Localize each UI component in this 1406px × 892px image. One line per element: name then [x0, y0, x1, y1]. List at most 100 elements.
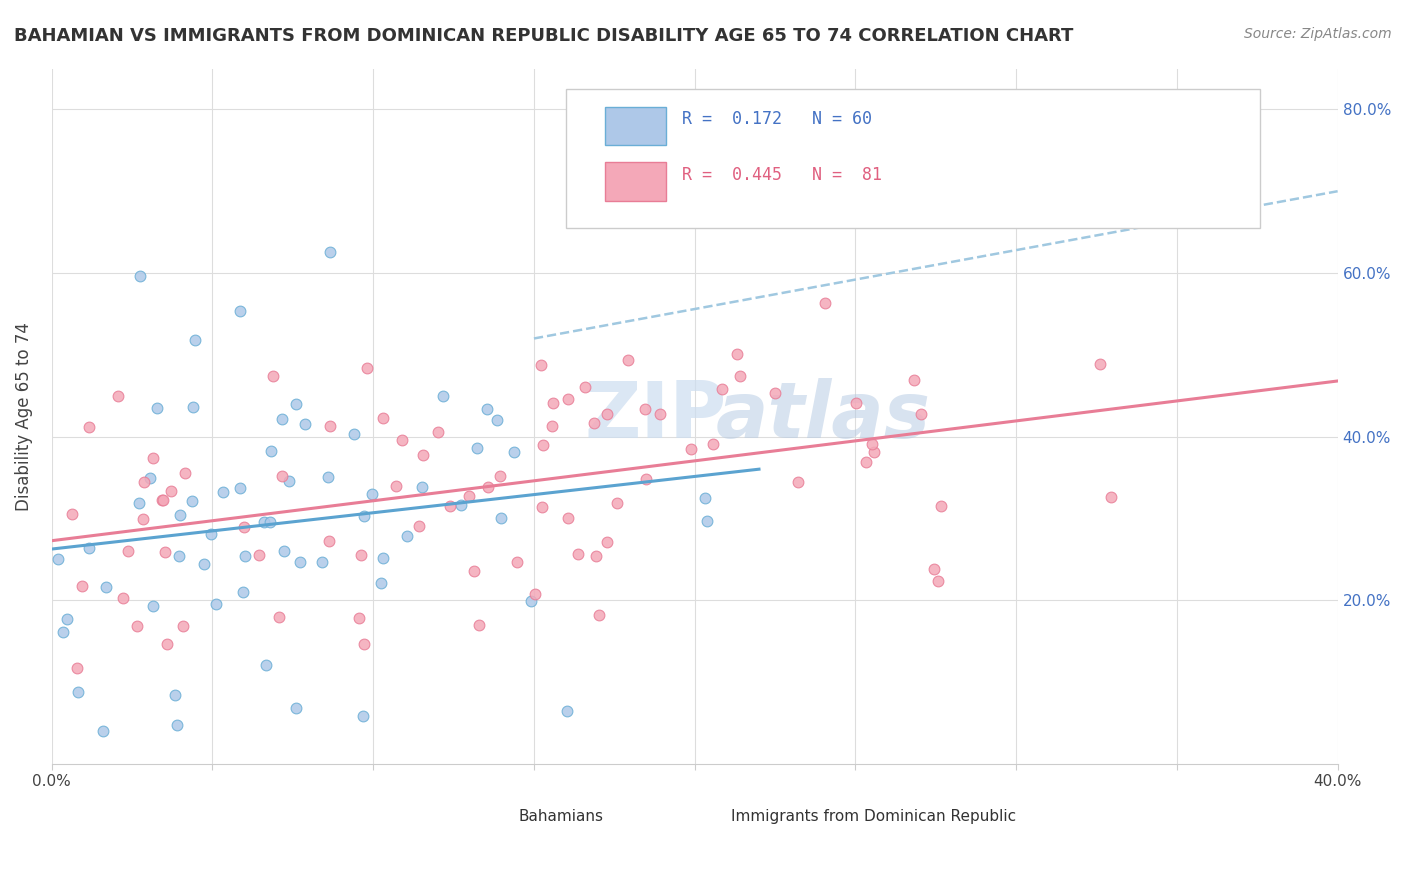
Point [541, 396, 564, 410]
Point [475, 401, 498, 416]
Point [150, 492, 173, 507]
Point [432, 389, 454, 403]
Point [370, 576, 392, 591]
Point [253, 515, 276, 529]
Point [384, 479, 406, 493]
Point [588, 607, 610, 622]
Point [814, 295, 837, 310]
Point [173, 466, 195, 480]
Point [193, 558, 215, 572]
Point [863, 445, 886, 459]
Point [353, 637, 375, 651]
Point [465, 441, 488, 455]
Point [725, 347, 748, 361]
Point [557, 511, 579, 525]
Point [139, 471, 162, 485]
Point [142, 450, 165, 465]
Point [128, 496, 150, 510]
Point [94, 580, 117, 594]
Point [60, 507, 83, 521]
Point [710, 382, 733, 396]
Point [132, 475, 155, 490]
Point [931, 500, 953, 514]
Point [319, 244, 342, 259]
Point [200, 527, 222, 541]
Point [290, 556, 312, 570]
Point [450, 498, 472, 512]
FancyBboxPatch shape [477, 788, 508, 814]
Point [412, 448, 434, 462]
Point [235, 549, 257, 564]
Point [1088, 357, 1111, 371]
Point [181, 401, 204, 415]
Point [860, 437, 883, 451]
Point [596, 535, 619, 549]
Point [79, 541, 101, 556]
Point [311, 555, 333, 569]
Point [260, 444, 283, 458]
Point [163, 688, 186, 702]
Point [427, 425, 450, 440]
Point [160, 484, 183, 499]
Point [541, 418, 564, 433]
Point [212, 484, 235, 499]
Point [585, 549, 607, 563]
Point [67, 685, 90, 699]
Point [557, 392, 579, 406]
Point [152, 493, 174, 508]
Point [617, 352, 640, 367]
Point [146, 401, 169, 416]
Point [184, 334, 207, 348]
Point [606, 496, 628, 510]
Point [153, 544, 176, 558]
Point [567, 547, 589, 561]
FancyBboxPatch shape [605, 107, 666, 145]
Point [259, 516, 281, 530]
Point [596, 407, 619, 421]
Point [634, 471, 657, 485]
Text: BAHAMIAN VS IMMIGRANTS FROM DOMINICAN REPUBLIC DISABILITY AGE 65 TO 74 CORRELATI: BAHAMIAN VS IMMIGRANTS FROM DOMINICAN RE… [14, 27, 1073, 45]
Point [505, 555, 527, 569]
FancyBboxPatch shape [567, 89, 1261, 228]
Point [681, 442, 703, 457]
Point [273, 544, 295, 558]
Point [93, 724, 115, 739]
Point [316, 470, 339, 484]
Point [284, 701, 307, 715]
Point [172, 619, 194, 633]
Text: R =  0.445   N =  81: R = 0.445 N = 81 [682, 166, 882, 184]
Point [408, 519, 430, 533]
Point [477, 480, 499, 494]
Point [262, 369, 284, 384]
Point [463, 565, 485, 579]
Y-axis label: Disability Age 65 to 74: Disability Age 65 to 74 [15, 322, 32, 510]
Point [555, 704, 578, 718]
Point [254, 658, 277, 673]
Text: Immigrants from Dominican Republic: Immigrants from Dominican Republic [731, 809, 1015, 824]
Point [232, 520, 254, 534]
Point [77, 420, 100, 434]
Point [107, 389, 129, 403]
Point [468, 618, 491, 632]
Point [373, 410, 395, 425]
Point [855, 455, 877, 469]
Point [503, 444, 526, 458]
Point [583, 416, 606, 430]
Point [1099, 490, 1122, 504]
Point [458, 489, 481, 503]
Text: Bahamians: Bahamians [519, 809, 603, 824]
Text: Source: ZipAtlas.com: Source: ZipAtlas.com [1244, 27, 1392, 41]
Point [111, 591, 134, 606]
Point [72, 579, 94, 593]
Point [845, 396, 868, 410]
Point [786, 475, 808, 489]
Point [271, 469, 294, 483]
Point [142, 599, 165, 614]
Point [205, 597, 228, 611]
Point [489, 469, 512, 483]
Point [166, 717, 188, 731]
Point [48, 551, 70, 566]
Point [520, 593, 543, 607]
Point [349, 548, 371, 562]
Point [491, 511, 513, 525]
